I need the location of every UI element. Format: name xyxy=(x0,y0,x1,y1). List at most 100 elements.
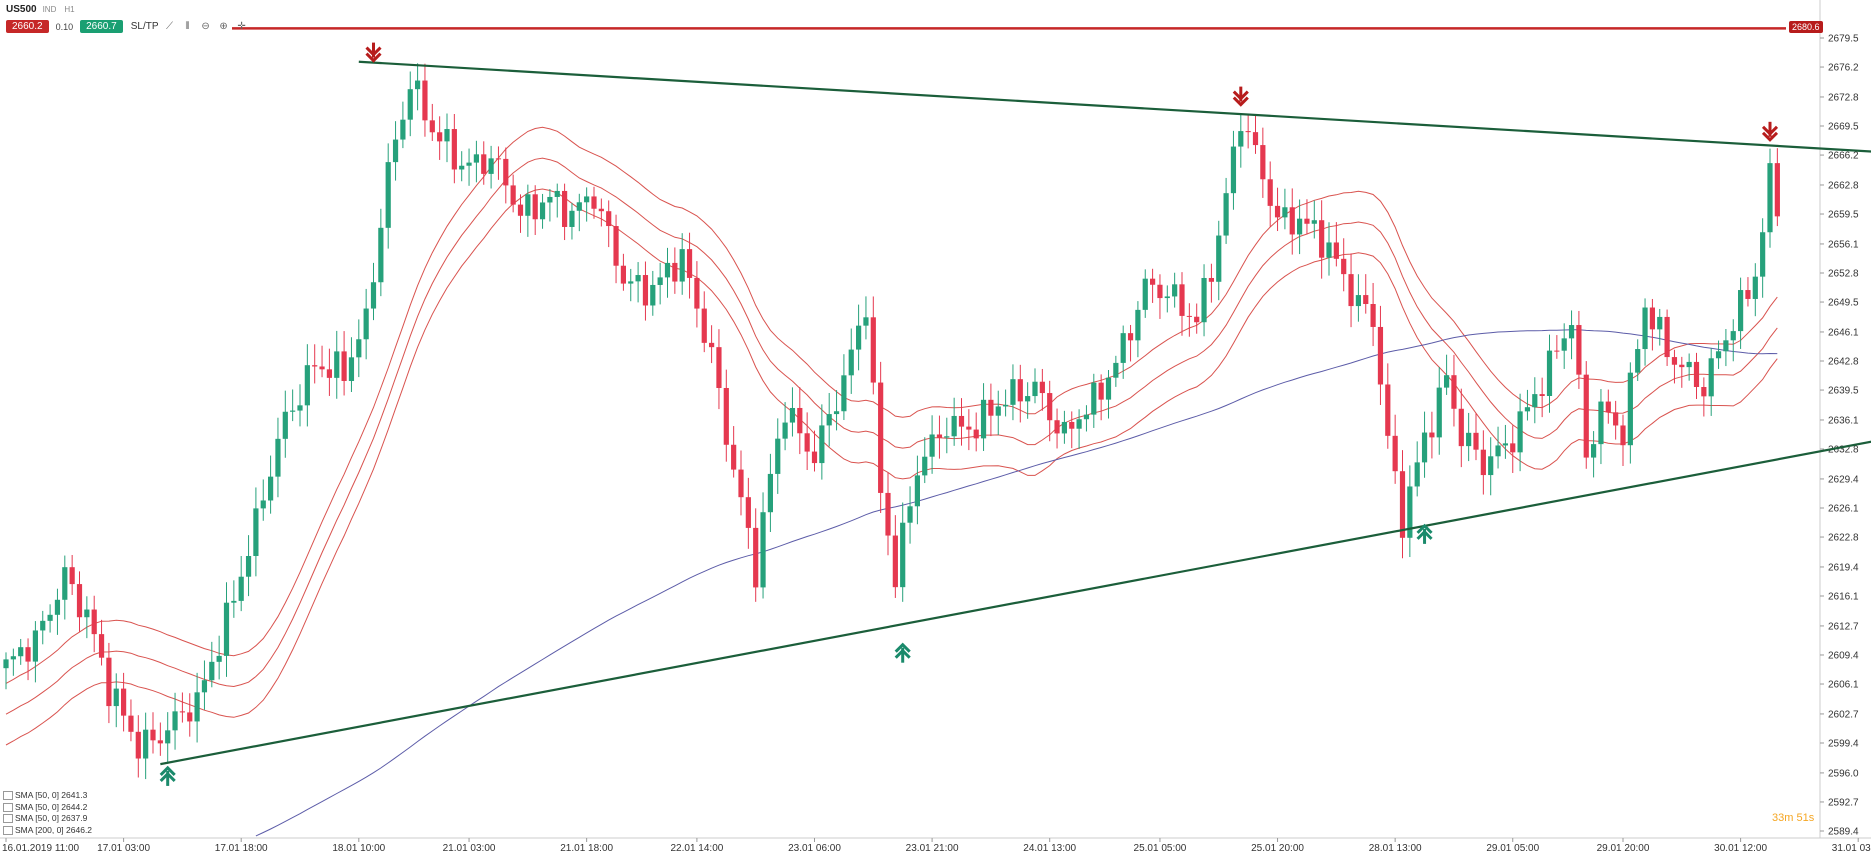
timeframe-select[interactable]: H1 xyxy=(64,5,75,14)
line-chart-icon[interactable]: ⟋ xyxy=(166,20,174,32)
indicator-settings-icon[interactable] xyxy=(3,814,13,824)
candle-body xyxy=(1473,432,1479,450)
candle-body xyxy=(1311,220,1317,224)
candle-body xyxy=(1444,375,1450,388)
candle-body xyxy=(745,497,751,528)
y-tick-label: 2676.2 xyxy=(1828,63,1859,74)
trendline xyxy=(160,440,1871,766)
candle-body xyxy=(415,80,421,90)
indicator-settings-icon[interactable] xyxy=(3,825,13,835)
legend-item[interactable]: SMA [200, 0] 2646.2 xyxy=(3,825,92,837)
candle-body xyxy=(128,715,134,732)
candle-body xyxy=(782,422,788,439)
candle-body xyxy=(1370,304,1376,327)
candle-body xyxy=(1150,278,1156,285)
candle-body xyxy=(1524,407,1531,412)
candle-body xyxy=(451,129,457,170)
candle-body xyxy=(1532,394,1538,408)
candle-body xyxy=(1297,218,1303,235)
x-tick-label: 23.01 21:00 xyxy=(906,843,959,854)
candle-body xyxy=(18,647,24,657)
candle-body xyxy=(1466,432,1472,447)
candle-body xyxy=(187,712,193,722)
candle-body xyxy=(922,456,928,476)
candle-body xyxy=(3,659,9,669)
sell-signal-arrow-icon xyxy=(1232,86,1249,107)
candle-body xyxy=(1495,445,1501,457)
crosshair-icon[interactable]: ✛ xyxy=(237,20,246,32)
candle-body xyxy=(1091,382,1097,415)
candle-body xyxy=(304,365,310,406)
candle-body xyxy=(1436,387,1442,438)
candle-body xyxy=(47,614,53,621)
x-tick-label: 16.01.2019 11:00 xyxy=(2,843,80,854)
candle-body xyxy=(657,277,663,285)
x-tick-label: 22.01 14:00 xyxy=(670,843,723,854)
candle-body xyxy=(1693,361,1700,388)
x-tick-label: 31.01 03:00 xyxy=(1832,843,1871,854)
candle-body xyxy=(731,444,737,470)
candle-body xyxy=(1341,258,1347,275)
candle-body xyxy=(91,609,97,635)
candle-body xyxy=(789,407,796,423)
candle-body xyxy=(760,512,766,588)
sma-line xyxy=(255,329,1778,837)
candle-body xyxy=(547,196,553,203)
candles-icon[interactable]: ⫴ xyxy=(185,20,190,32)
candle-body xyxy=(1613,412,1619,426)
candle-body xyxy=(1605,401,1611,413)
candle-body xyxy=(767,473,773,513)
sltp-button[interactable]: SL/TP xyxy=(130,21,159,32)
y-tick-label: 2679.5 xyxy=(1828,34,1859,45)
candle-body xyxy=(1738,290,1744,332)
candle-body xyxy=(238,576,244,601)
candle-body xyxy=(606,211,612,227)
candle-body xyxy=(1392,435,1398,472)
candle-body xyxy=(40,620,46,631)
candle-body xyxy=(900,522,906,588)
candle-body xyxy=(686,249,693,278)
candle-body xyxy=(201,680,208,693)
candle-body xyxy=(1598,401,1604,445)
legend-item[interactable]: SMA [50, 0] 2644.2 xyxy=(3,802,92,814)
candle-body xyxy=(995,406,1001,416)
sell-signal-arrow-icon xyxy=(365,42,382,63)
candle-body xyxy=(194,692,200,722)
candle-body xyxy=(1142,278,1148,310)
candle-body xyxy=(1054,420,1060,434)
candle-body xyxy=(936,434,943,438)
symbol-name[interactable]: US500 xyxy=(6,4,37,15)
sell-button[interactable]: 2660.2 xyxy=(6,20,49,33)
y-tick-label: 2609.4 xyxy=(1828,650,1859,661)
candle-body xyxy=(385,162,391,228)
candle-body xyxy=(848,349,854,376)
candle-body xyxy=(378,227,384,283)
symbol-suffix[interactable]: IND xyxy=(42,5,57,14)
candle-body xyxy=(290,410,296,412)
candle-body xyxy=(172,711,178,731)
candle-body xyxy=(826,414,832,426)
legend-item[interactable]: SMA [50, 0] 2641.3 xyxy=(3,790,92,802)
y-tick-label: 2616.1 xyxy=(1828,592,1859,603)
candle-body xyxy=(84,609,90,618)
candle-body xyxy=(1561,338,1567,351)
candle-body xyxy=(1113,362,1119,378)
indicator-settings-icon[interactable] xyxy=(3,802,13,812)
lot-size-field[interactable]: 0.10 xyxy=(55,21,74,32)
y-tick-label: 2632.8 xyxy=(1828,445,1859,456)
zoom-out-icon[interactable]: ⊖ xyxy=(201,20,210,32)
candle-body xyxy=(1708,358,1714,397)
legend-item[interactable]: SMA [50, 0] 2637.9 xyxy=(3,813,92,825)
buy-button[interactable]: 2660.7 xyxy=(80,20,123,33)
x-tick-label: 18.01 10:00 xyxy=(332,843,385,854)
candle-body xyxy=(1510,443,1516,453)
candle-body xyxy=(143,729,149,759)
candle-body xyxy=(1223,193,1229,236)
zoom-in-icon[interactable]: ⊕ xyxy=(219,20,228,32)
candle-body xyxy=(62,567,68,600)
candle-body xyxy=(907,506,913,523)
y-tick-label: 2606.1 xyxy=(1828,680,1859,691)
indicator-settings-icon[interactable] xyxy=(3,791,13,801)
candle-body xyxy=(1010,379,1016,405)
